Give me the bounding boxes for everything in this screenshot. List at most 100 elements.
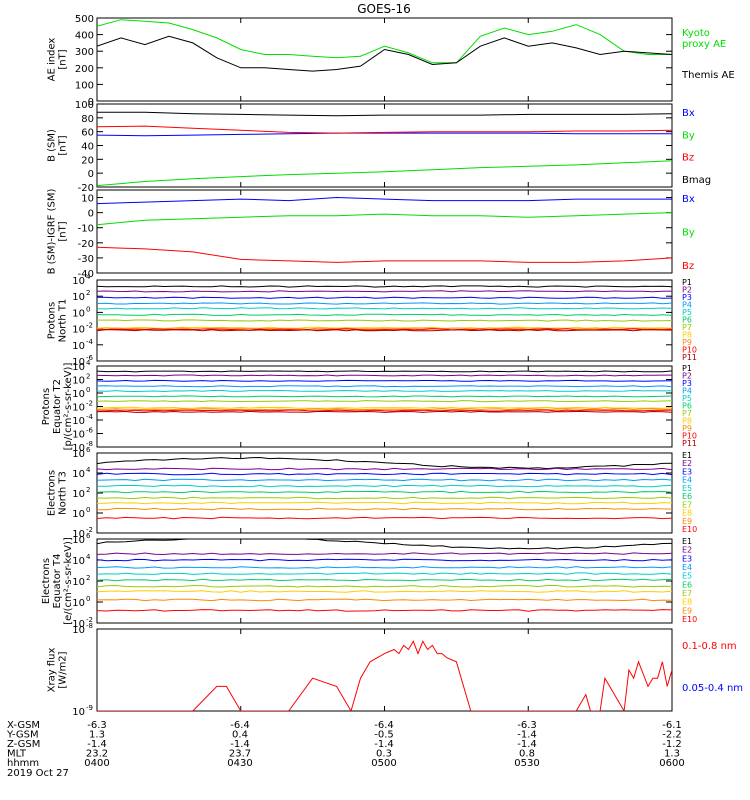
orbit-value: -6.3 bbox=[517, 720, 537, 731]
series-p9 bbox=[97, 408, 672, 411]
series-p11 bbox=[97, 410, 672, 413]
y-tick-label: 20 bbox=[81, 155, 94, 166]
y-axis-label: AE index bbox=[47, 38, 58, 82]
series-e4 bbox=[97, 566, 672, 569]
legend-by: By bbox=[682, 228, 695, 239]
y-tick-exponent: 0 bbox=[86, 506, 90, 514]
y-tick-exponent: 4 bbox=[86, 359, 91, 367]
y-tick-label: 300 bbox=[75, 47, 94, 58]
legend-bx: Bx bbox=[682, 194, 695, 205]
series-group bbox=[97, 456, 672, 520]
orbit-value: 0530 bbox=[514, 758, 539, 769]
y-axis-label: B (SM) bbox=[47, 129, 58, 162]
series-by bbox=[97, 212, 672, 226]
legend-e4: E4 bbox=[682, 476, 692, 485]
y-axis-label: Protons bbox=[47, 302, 58, 339]
series-group bbox=[97, 19, 672, 72]
panel-frame bbox=[96, 628, 673, 712]
legend-e6: E6 bbox=[682, 580, 692, 589]
series-e10 bbox=[97, 516, 672, 520]
orbit-value: 1.3 bbox=[664, 749, 680, 760]
orbit-value: 1.3 bbox=[89, 730, 105, 741]
y-tick-label: 10 bbox=[72, 443, 85, 454]
series-0-1-0-8-nm bbox=[97, 640, 672, 711]
legend-p6: P6 bbox=[682, 402, 692, 411]
series-p6 bbox=[97, 313, 672, 316]
orbit-row-label: X-GSM bbox=[7, 720, 40, 731]
orbit-value: 0430 bbox=[227, 758, 252, 769]
legend-p5: P5 bbox=[682, 308, 692, 317]
y-tick-label: 10 bbox=[72, 403, 85, 414]
y-tick-exponent: -2 bbox=[86, 616, 93, 624]
legend-p3: P3 bbox=[682, 293, 692, 302]
legend-e1: E1 bbox=[682, 537, 692, 546]
series-e1 bbox=[97, 456, 672, 470]
series-bz bbox=[97, 246, 672, 263]
y-tick-exponent: -4 bbox=[86, 338, 94, 346]
y-tick-label: 10 bbox=[72, 341, 85, 352]
legend-e1: E1 bbox=[682, 451, 692, 460]
series-p1 bbox=[97, 370, 672, 373]
y-tick-label: 10 bbox=[72, 489, 85, 500]
series-p4 bbox=[97, 302, 672, 305]
legend-p9: P9 bbox=[682, 338, 692, 347]
y-tick-label: 10 bbox=[72, 292, 85, 303]
y-tick-label: 200 bbox=[75, 64, 94, 75]
y-axis-label: North T1 bbox=[58, 299, 69, 343]
orbit-value: 0.8 bbox=[519, 749, 535, 760]
y-tick-exponent: -8 bbox=[86, 440, 93, 448]
y-axis-label: [W/m2] bbox=[58, 651, 69, 688]
legend-e9: E9 bbox=[682, 517, 692, 526]
orbit-value: -1.4 bbox=[87, 739, 107, 750]
y-tick-label: 0 bbox=[88, 169, 94, 180]
y-tick-exponent: -8 bbox=[86, 622, 93, 630]
orbit-date: 2019 Oct 27 bbox=[7, 768, 69, 779]
y-tick-exponent: 0 bbox=[86, 305, 90, 313]
series-p10 bbox=[97, 409, 672, 412]
series-e7 bbox=[97, 496, 672, 500]
y-tick-exponent: 0 bbox=[86, 386, 90, 394]
legend-p8: P8 bbox=[682, 417, 692, 426]
y-tick-label: 80 bbox=[81, 114, 94, 125]
series-themis-ae bbox=[97, 35, 672, 72]
series-e10 bbox=[97, 609, 672, 612]
y-tick-label: 10 bbox=[72, 556, 85, 567]
legend-p2: P2 bbox=[682, 286, 692, 295]
orbit-value: -1.4 bbox=[517, 730, 537, 741]
series-p1 bbox=[97, 285, 672, 288]
y-tick-label: 10 bbox=[72, 529, 85, 540]
series-group bbox=[97, 539, 672, 612]
series-p5 bbox=[97, 389, 672, 393]
legend-p4: P4 bbox=[682, 301, 692, 310]
series-e2 bbox=[97, 552, 672, 556]
legend-themis-ae: Themis AE bbox=[681, 70, 735, 81]
orbit-value: -6.4 bbox=[230, 720, 250, 731]
legend-e5: E5 bbox=[682, 572, 692, 581]
y-tick-label: 10 bbox=[72, 619, 85, 630]
y-tick-exponent: -6 bbox=[86, 427, 94, 435]
series-e3 bbox=[97, 558, 672, 562]
series-e5 bbox=[97, 572, 672, 575]
y-tick-exponent: 2 bbox=[86, 373, 90, 381]
series-e4 bbox=[97, 478, 672, 482]
y-tick-exponent: 4 bbox=[86, 553, 91, 561]
y-tick-exponent: 4 bbox=[86, 273, 91, 281]
series-p4 bbox=[97, 385, 672, 388]
legend-p11: P11 bbox=[682, 439, 697, 448]
y-tick-exponent: 4 bbox=[86, 466, 91, 474]
orbit-value: -6.1 bbox=[662, 720, 682, 731]
legend-p1: P1 bbox=[682, 364, 692, 373]
series-p11 bbox=[97, 329, 672, 332]
y-tick-label: 500 bbox=[75, 14, 94, 25]
series-p6 bbox=[97, 395, 672, 398]
y-tick-label: -20 bbox=[78, 183, 94, 194]
legend-p6: P6 bbox=[682, 316, 692, 325]
panel-b: -20 0 20 40 60 80 100 B (SM) [nT] Bx By Bz Bmag bbox=[47, 100, 712, 194]
orbit-value: -6.3 bbox=[87, 720, 107, 731]
y-axis-label: [nT] bbox=[58, 135, 69, 155]
y-tick-label: 10 bbox=[72, 707, 85, 718]
